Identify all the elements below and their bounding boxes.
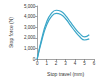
svg-text:5,000: 5,000 [24, 4, 36, 9]
svg-text:Stop force (N): Stop force (N) [8, 17, 14, 48]
svg-text:3: 3 [64, 61, 67, 66]
svg-text:2,000: 2,000 [24, 35, 36, 40]
svg-text:1: 1 [45, 61, 48, 66]
svg-text:4,000: 4,000 [24, 14, 36, 19]
svg-text:4: 4 [74, 61, 77, 66]
svg-text:6: 6 [93, 61, 96, 66]
svg-text:3,000: 3,000 [24, 25, 36, 30]
svg-text:0: 0 [36, 61, 39, 66]
svg-text:Stop travel (mm): Stop travel (mm) [47, 71, 84, 77]
svg-text:2: 2 [55, 61, 58, 66]
svg-text:5: 5 [83, 61, 86, 66]
svg-text:0: 0 [32, 56, 36, 62]
svg-text:1,000: 1,000 [24, 46, 36, 51]
